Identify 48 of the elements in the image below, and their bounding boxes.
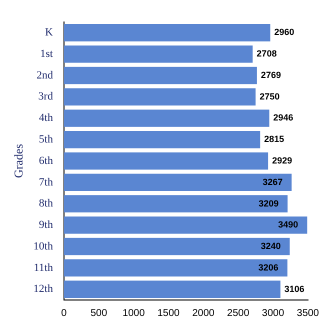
bar xyxy=(64,238,290,256)
y-tick-label: 3rd xyxy=(38,90,54,103)
data-label: 3106 xyxy=(284,284,304,294)
bar xyxy=(64,24,270,42)
bar xyxy=(64,45,253,63)
y-tick-label: 6th xyxy=(38,154,54,167)
y-tick-label: 5th xyxy=(38,134,54,146)
x-tick-label: 500 xyxy=(90,308,108,319)
x-tick-label: 0 xyxy=(61,308,68,319)
data-label: 2708 xyxy=(256,48,277,59)
bar xyxy=(64,66,257,84)
x-tick-label: 3000 xyxy=(262,308,285,319)
bar xyxy=(64,152,268,170)
data-label: 3206 xyxy=(258,262,278,272)
data-label: 3209 xyxy=(258,198,279,208)
y-tick-label: 9th xyxy=(38,219,54,232)
y-tick-label: 8th xyxy=(38,198,54,210)
data-label: 3240 xyxy=(260,241,281,252)
bar xyxy=(64,88,256,106)
data-label: 2929 xyxy=(272,155,292,166)
y-tick-label: 4th xyxy=(38,112,54,124)
y-tick-label: 12th xyxy=(33,283,54,296)
data-label: 3490 xyxy=(278,220,298,230)
x-tick-label: 1000 xyxy=(122,308,146,319)
y-tick-label: 7th xyxy=(38,176,54,188)
data-label: 3267 xyxy=(262,176,283,187)
x-tick-label: 2500 xyxy=(227,308,250,319)
data-label: 2815 xyxy=(264,134,284,144)
y-tick-label: 2nd xyxy=(36,69,54,82)
bar xyxy=(64,195,288,212)
x-tick-label: 3500 xyxy=(296,308,320,319)
bar xyxy=(64,259,288,277)
data-label: 2750 xyxy=(260,91,280,102)
bar xyxy=(64,280,280,298)
y-tick-label: 11th xyxy=(34,262,54,274)
x-tick-label: 1500 xyxy=(157,308,180,319)
y-tick-label: 1st xyxy=(40,48,53,60)
bar xyxy=(64,174,292,192)
bar xyxy=(64,130,260,148)
x-tick-label: 2000 xyxy=(192,308,215,319)
y-tick-label: 10th xyxy=(33,240,54,252)
bar xyxy=(64,216,308,234)
data-label: 2946 xyxy=(273,112,294,123)
data-label: 2769 xyxy=(260,70,281,80)
bar xyxy=(64,110,270,127)
y-axis-title: Grades xyxy=(11,144,26,178)
data-label: 2960 xyxy=(274,27,294,38)
y-tick-label: K xyxy=(45,26,54,39)
